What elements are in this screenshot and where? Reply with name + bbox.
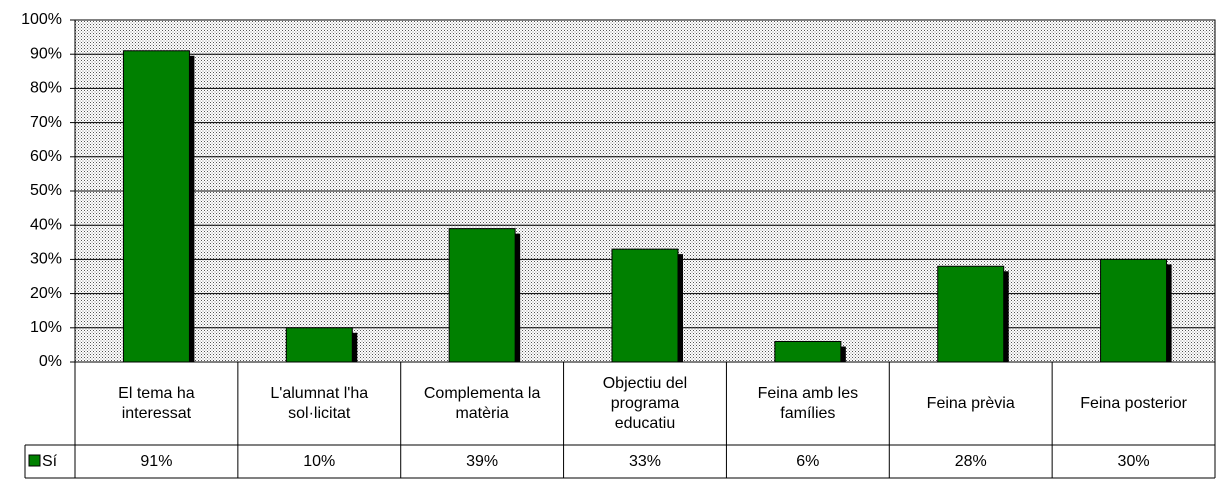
bar bbox=[774, 340, 842, 363]
y-tick-label: 100% bbox=[21, 11, 62, 28]
legend-label: Sí bbox=[42, 452, 58, 470]
x-tick-label: L'alumnat l'ha sol·licitat bbox=[270, 384, 369, 422]
x-tick-label: Complementa la matèria bbox=[423, 384, 541, 422]
data-table-value: 28% bbox=[954, 452, 987, 470]
data-table-value: 6% bbox=[796, 452, 820, 470]
data-table-value: 10% bbox=[303, 452, 336, 470]
bar bbox=[285, 327, 353, 363]
bar bbox=[1100, 258, 1168, 363]
y-tick-label: 50% bbox=[30, 182, 62, 199]
y-tick-label: 40% bbox=[30, 216, 62, 233]
y-tick-label: 70% bbox=[30, 114, 62, 131]
y-tick-label: 80% bbox=[30, 80, 62, 97]
x-tick-label: Feina posterior bbox=[1080, 394, 1187, 412]
bar bbox=[122, 50, 190, 363]
y-tick-label: 20% bbox=[30, 285, 62, 302]
data-table-value: 30% bbox=[1117, 452, 1150, 470]
y-tick-label: 30% bbox=[30, 251, 62, 268]
x-tick-label: Objectiu del programa educatiu bbox=[602, 374, 688, 432]
bar bbox=[937, 265, 1005, 363]
y-tick-label: 0% bbox=[39, 353, 62, 370]
bar bbox=[448, 228, 516, 363]
data-table-value: 33% bbox=[628, 452, 661, 470]
bar bbox=[611, 248, 679, 363]
y-tick-label: 10% bbox=[30, 319, 62, 336]
x-tick-label: El tema ha interessat bbox=[118, 384, 195, 422]
y-tick-label: 60% bbox=[30, 148, 62, 165]
x-tick-label: Feina amb les famílies bbox=[757, 384, 859, 422]
x-tick-label: Feina prèvia bbox=[926, 394, 1015, 412]
y-tick-label: 90% bbox=[30, 45, 62, 62]
data-table-value: 39% bbox=[466, 452, 499, 470]
data-table-value: 91% bbox=[140, 452, 173, 470]
legend-swatch bbox=[28, 454, 41, 467]
